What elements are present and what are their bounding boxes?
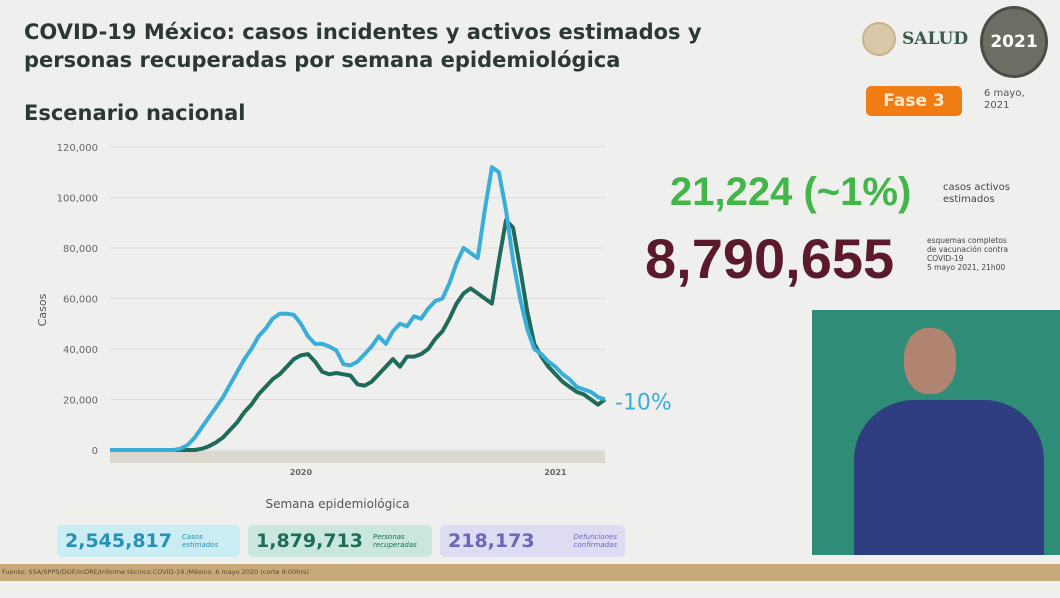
report-date: 6 mayo, 2021: [984, 88, 1025, 112]
stat-deaths: 218,173 Defunciones confirmadas: [440, 525, 625, 557]
series-line-incident: [110, 165, 606, 452]
active-cases-label: casos activos estimados: [943, 182, 1010, 206]
page-title: COVID-19 México: casos incidentes y acti…: [24, 18, 702, 74]
interpreter-head: [904, 328, 956, 394]
title-line-1: COVID-19 México: casos incidentes y acti…: [24, 20, 702, 44]
vaccination-label-2: de vacunación contra: [927, 245, 1009, 254]
stat-value: 218,173: [448, 530, 535, 552]
y-tick-label: 20,000: [63, 396, 98, 407]
vaccination-label: esquemas completos de vacunación contra …: [927, 236, 1008, 272]
source-footer: Fuente: SSA/SPPS/DGE/InDRE/Informe técni…: [0, 564, 1060, 581]
mexico-2021-logo: 2021: [980, 6, 1048, 78]
active-cases-value: 21,224 (~1%): [670, 170, 912, 214]
y-axis-label: Casos: [36, 293, 49, 326]
vaccination-label-4: 5 mayo 2021, 21h00: [927, 263, 1006, 272]
active-label-2: estimados: [943, 194, 995, 205]
series-line-active: [110, 218, 607, 452]
stat-label: Casos estimados: [181, 533, 219, 549]
brand-name: SALUD: [902, 29, 969, 49]
stat-value: 1,879,713: [256, 530, 363, 552]
vaccination-value: 8,790,655: [645, 227, 895, 290]
phase-badge: Fase 3: [866, 86, 962, 116]
date-line-1: 6 mayo,: [984, 88, 1025, 99]
y-tick-label: 120,000: [57, 143, 98, 154]
y-tick-label: 80,000: [63, 244, 98, 255]
stat-recovered: 1,879,713 Personas recuperadas: [248, 525, 432, 557]
national-seal-icon: [862, 22, 896, 56]
x-axis-label: Semana epidemiológica: [265, 497, 409, 511]
salud-logo: SALUD: [862, 22, 968, 56]
date-line-2: 2021: [984, 100, 1010, 111]
logo-year: 2021: [990, 32, 1038, 52]
y-tick-label: 60,000: [63, 295, 98, 306]
active-label-1: casos activos: [943, 182, 1010, 193]
stat-estimated-cases: 2,545,817 Casos estimados: [57, 525, 240, 557]
cases-line-chart: 0 20,000 40,000 60,000 80,000 100,000 120,000 2…: [36, 143, 672, 511]
stat-label: Defunciones confirmadas: [573, 533, 617, 549]
stat-label: Personas recuperadas: [372, 533, 417, 549]
y-tick-label: 0: [92, 446, 98, 457]
vaccination-label-3: COVID-19: [927, 254, 964, 263]
x-year-label: 2020: [290, 468, 313, 477]
change-annotation: -10%: [615, 391, 672, 416]
sign-language-interpreter-video: [812, 310, 1060, 555]
stat-value: 2,545,817: [65, 530, 172, 552]
interpreter-body: [854, 400, 1044, 555]
y-tick-label: 100,000: [57, 194, 98, 205]
x-axis-week-band: [110, 451, 605, 463]
x-year-label: 2021: [544, 468, 567, 477]
y-tick-label: 40,000: [63, 345, 98, 356]
title-line-2: personas recuperadas por semana epidemio…: [24, 48, 621, 72]
scenario-subtitle: Escenario nacional: [24, 101, 246, 125]
vaccination-label-1: esquemas completos: [927, 236, 1007, 245]
